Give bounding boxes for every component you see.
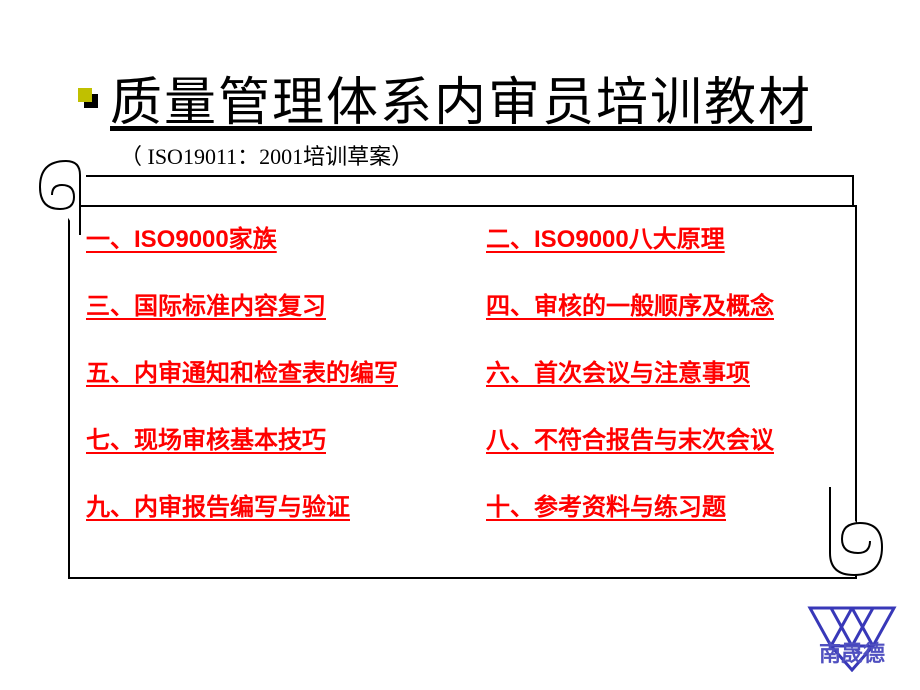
toc-link-4[interactable]: 四、审核的一般顺序及概念 — [486, 293, 774, 320]
title-block: 质量管理体系内审员培训教材 （ ISO19011：2001培训草案） — [110, 60, 812, 171]
toc-row: 一、ISO9000家族 二、ISO9000八大原理 — [86, 219, 846, 254]
toc-row: 五、内审通知和检查表的编写 六、首次会议与注意事项 — [86, 353, 846, 388]
toc-link-5[interactable]: 五、内审通知和检查表的编写 — [86, 360, 398, 387]
toc-link-10[interactable]: 十、参考资料与练习题 — [486, 494, 726, 521]
slide: 质量管理体系内审员培训教材 （ ISO19011：2001培训草案） 一、ISO… — [0, 0, 920, 690]
toc-link-7[interactable]: 七、现场审核基本技巧 — [86, 427, 326, 454]
toc-link-8[interactable]: 八、不符合报告与末次会议 — [486, 427, 774, 454]
toc-row: 七、现场审核基本技巧 八、不符合报告与末次会议 — [86, 420, 846, 455]
toc-link-6[interactable]: 六、首次会议与注意事项 — [486, 360, 750, 387]
title-bullet-icon — [78, 88, 92, 102]
toc-link-2[interactable]: 二、ISO9000八大原理 — [486, 226, 725, 253]
toc-row: 九、内审报告编写与验证 十、参考资料与练习题 — [86, 487, 846, 522]
toc-link-1[interactable]: 一、ISO9000家族 — [86, 226, 277, 253]
toc-link-3[interactable]: 三、国际标准内容复习 — [86, 293, 326, 320]
subtitle: （ ISO19011：2001培训草案） — [120, 139, 812, 171]
table-of-contents: 一、ISO9000家族 二、ISO9000八大原理 三、国际标准内容复习 四、审… — [86, 219, 846, 554]
toc-row: 三、国际标准内容复习 四、审核的一般顺序及概念 — [86, 286, 846, 321]
scroll-banner: 一、ISO9000家族 二、ISO9000八大原理 三、国际标准内容复习 四、审… — [28, 175, 890, 575]
toc-link-9[interactable]: 九、内审报告编写与验证 — [86, 494, 350, 521]
main-title: 质量管理体系内审员培训教材 — [110, 60, 812, 135]
scroll-top-edge — [86, 175, 854, 207]
company-logo: 南晟德 — [802, 602, 902, 672]
logo-text: 南晟德 — [819, 636, 885, 668]
